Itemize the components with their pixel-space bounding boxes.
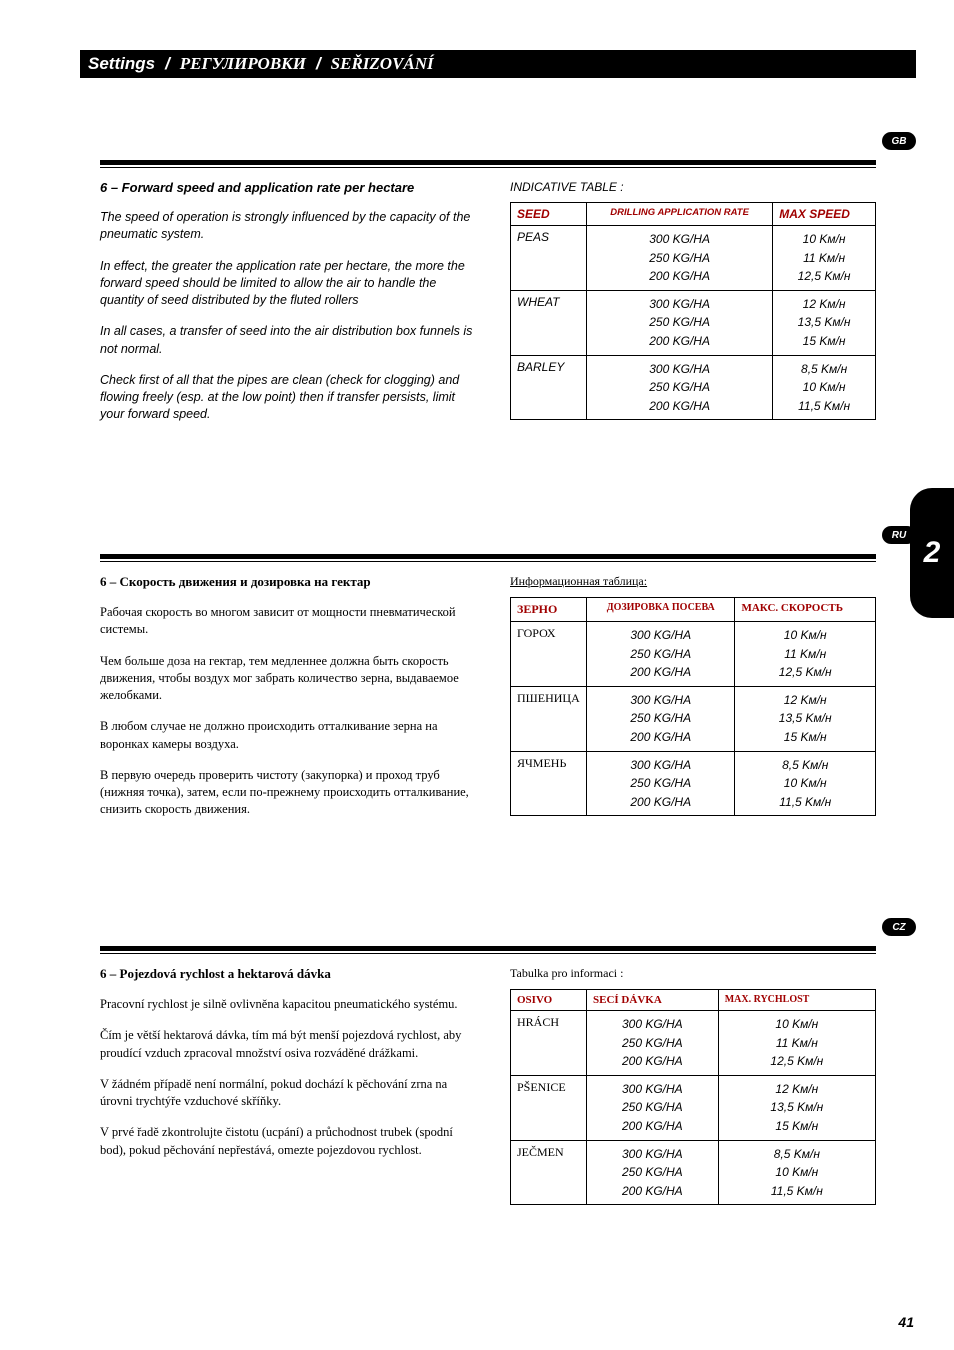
td-rate: 300 KG/HA250 KG/HA200 KG/HA <box>587 686 735 751</box>
td-speed: 8,5 Kм/н10 Kм/н11,5 Kм/н <box>718 1140 875 1205</box>
rule-thick <box>100 160 876 165</box>
rule-thick <box>100 554 876 559</box>
td-seed: ПШЕНИЦА <box>511 686 587 751</box>
block-cz: 6 – Pojezdová rychlost a hektarová dávka… <box>100 946 876 1205</box>
td-rate: 300 KG/HA250 KG/HA200 KG/HA <box>587 1075 719 1140</box>
section-tab: 2 <box>910 488 954 618</box>
block-ru: 6 – Скорость движения и дозировка на гек… <box>100 554 876 833</box>
td-seed: PŠENICE <box>511 1075 587 1140</box>
cz-p3: V žádném případě není normální, pokud do… <box>100 1076 480 1111</box>
header-title-3: SEŘIZOVÁNÍ <box>331 54 434 74</box>
th-speed: МАКС. СКОРОСТЬ <box>735 598 876 622</box>
cz-table: OSIVO SECÍ DÁVKA MAX. RYCHLOST HRÁCH 300… <box>510 989 876 1205</box>
td-rate: 300 KG/HA250 KG/HA200 KG/HA <box>587 355 773 420</box>
td-seed: BARLEY <box>511 355 587 420</box>
th-seed: OSIVO <box>511 990 587 1011</box>
gb-p4: Check first of all that the pipes are cl… <box>100 372 480 424</box>
th-rate: ДОЗИРОВКА ПОСЕВА <box>587 598 735 622</box>
gb-title: 6 – Forward speed and application rate p… <box>100 180 480 195</box>
gb-p2: In effect, the greater the application r… <box>100 258 480 310</box>
ru-caption: Информационная таблица: <box>510 574 876 589</box>
rule-thick <box>100 946 876 951</box>
td-speed: 12 Kм/н13,5 Kм/н15 Kм/н <box>735 686 876 751</box>
ru-p1: Рабочая скорость во многом зависит от мо… <box>100 604 480 639</box>
td-rate: 300 KG/HA250 KG/HA200 KG/HA <box>587 622 735 687</box>
td-seed: HRÁCH <box>511 1011 587 1076</box>
th-speed: MAX. RYCHLOST <box>718 990 875 1011</box>
header-sep-2: / <box>316 54 321 74</box>
cz-caption: Tabulka pro informaci : <box>510 966 876 981</box>
td-speed: 10 Kм/н11 Kм/н12,5 Kм/н <box>773 226 876 291</box>
th-seed: ЗЕРНО <box>511 598 587 622</box>
td-rate: 300 KG/HA250 KG/HA200 KG/HA <box>587 751 735 816</box>
td-rate: 300 KG/HA250 KG/HA200 KG/HA <box>587 1140 719 1205</box>
td-seed: JEČMEN <box>511 1140 587 1205</box>
rule-thin <box>100 167 876 168</box>
header-bar: Settings / РЕГУЛИРОВКИ / SEŘIZOVÁNÍ <box>80 50 916 78</box>
td-speed: 10 Kм/н11 Kм/н12,5 Kм/н <box>718 1011 875 1076</box>
td-seed: ЯЧМЕНЬ <box>511 751 587 816</box>
header-title-2: РЕГУЛИРОВКИ <box>180 54 306 74</box>
td-seed: ГОРОХ <box>511 622 587 687</box>
lang-tab-cz: CZ <box>882 918 916 936</box>
gb-caption: INDICATIVE TABLE : <box>510 180 876 194</box>
header-sep-1: / <box>165 54 170 74</box>
gb-p1: The speed of operation is strongly influ… <box>100 209 480 244</box>
td-rate: 300 KG/HA250 KG/HA200 KG/HA <box>587 1011 719 1076</box>
rule-thin <box>100 953 876 954</box>
td-speed: 10 Kм/н11 Kм/н12,5 Kм/н <box>735 622 876 687</box>
td-rate: 300 KG/HA250 KG/HA200 KG/HA <box>587 226 773 291</box>
th-rate: DRILLING APPLICATION RATE <box>587 203 773 226</box>
cz-p4: V prvé řadě zkontrolujte čistotu (ucpání… <box>100 1124 480 1159</box>
ru-p4: В первую очередь проверить чистоту (заку… <box>100 767 480 819</box>
th-seed: SEED <box>511 203 587 226</box>
cz-title: 6 – Pojezdová rychlost a hektarová dávka <box>100 966 480 982</box>
gb-table: SEED DRILLING APPLICATION RATE MAX SPEED… <box>510 202 876 420</box>
ru-p3: В любом случае не должно происходить отт… <box>100 718 480 753</box>
td-speed: 8,5 Kм/н10 Kм/н11,5 Kм/н <box>735 751 876 816</box>
header-title-1: Settings <box>88 54 155 74</box>
lang-tab-ru: RU <box>882 526 916 544</box>
td-speed: 12 Kм/н13,5 Kм/н15 Kм/н <box>773 290 876 355</box>
page-number: 41 <box>898 1314 914 1330</box>
td-rate: 300 KG/HA250 KG/HA200 KG/HA <box>587 290 773 355</box>
lang-tab-gb: GB <box>882 132 916 150</box>
block-gb: 6 – Forward speed and application rate p… <box>100 160 876 438</box>
td-speed: 8,5 Kм/н10 Kм/н11,5 Kм/н <box>773 355 876 420</box>
gb-p3: In all cases, a transfer of seed into th… <box>100 323 480 358</box>
cz-p2: Čím je větší hektarová dávka, tím má být… <box>100 1027 480 1062</box>
rule-thin <box>100 561 876 562</box>
th-speed: MAX SPEED <box>773 203 876 226</box>
ru-p2: Чем больше доза на гектар, тем медленнее… <box>100 653 480 705</box>
ru-table: ЗЕРНО ДОЗИРОВКА ПОСЕВА МАКС. СКОРОСТЬ ГО… <box>510 597 876 816</box>
cz-p1: Pracovní rychlost je silně ovlivněna kap… <box>100 996 480 1013</box>
th-rate: SECÍ DÁVKA <box>587 990 719 1011</box>
td-seed: WHEAT <box>511 290 587 355</box>
ru-title: 6 – Скорость движения и дозировка на гек… <box>100 574 480 590</box>
td-speed: 12 Kм/н13,5 Kм/н15 Kм/н <box>718 1075 875 1140</box>
td-seed: PEAS <box>511 226 587 291</box>
